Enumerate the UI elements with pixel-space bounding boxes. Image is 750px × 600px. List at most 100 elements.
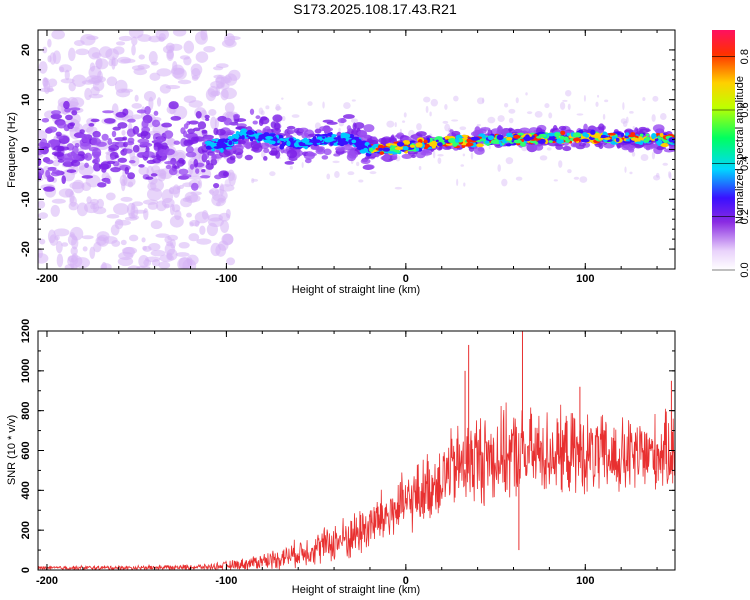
heatmap-cell [72, 179, 85, 194]
heatmap-cell [415, 143, 419, 146]
heatmap-cell [548, 140, 553, 144]
heatmap-cell [410, 144, 415, 148]
x-tick-label: 100 [576, 273, 594, 285]
heatmap-cell [43, 186, 56, 192]
heatmap-cell [86, 196, 92, 204]
y-tick-label: 400 [20, 481, 32, 499]
heatmap-cell [497, 125, 502, 134]
heatmap-cell [231, 138, 238, 142]
heatmap-cell [46, 85, 54, 93]
heatmap-cell [205, 88, 217, 102]
heatmap-cell [286, 149, 298, 159]
heatmap-cell [199, 175, 211, 179]
heatmap-cell [201, 129, 208, 134]
heatmap-cell [124, 166, 130, 175]
heatmap-cell [381, 136, 392, 143]
heatmap-cell [233, 113, 241, 120]
heatmap-cell [415, 147, 420, 152]
heatmap-cell [378, 147, 383, 151]
heatmap-cell [252, 120, 258, 125]
heatmap-cell [156, 68, 172, 77]
heatmap-cell [188, 233, 200, 242]
heatmap-cell [470, 152, 474, 160]
heatmap-cell [140, 131, 146, 140]
heatmap-cell [111, 103, 119, 116]
heatmap-cell [201, 168, 206, 173]
heatmap-cell [50, 110, 62, 115]
heatmap-cell [663, 139, 669, 144]
heatmap-cell [141, 237, 146, 243]
heatmap-cell [86, 35, 99, 41]
heatmap-cell [348, 139, 352, 144]
heatmap-cell [314, 122, 321, 130]
heatmap-cell [137, 34, 152, 42]
heatmap-cell [295, 139, 302, 143]
heatmap-cell [652, 95, 659, 102]
heatmap-cell [143, 151, 155, 158]
heatmap-cell [39, 238, 46, 245]
heatmap-cell [435, 139, 439, 143]
heatmap-cell [203, 45, 216, 53]
snr-xlabel: Height of straight line (km) [292, 584, 420, 596]
heatmap-cell [599, 134, 608, 139]
heatmap-cell [572, 132, 582, 138]
heatmap-cell [56, 120, 67, 129]
heatmap-cell [173, 105, 188, 120]
heatmap-cell [286, 125, 296, 130]
heatmap-cell [653, 174, 661, 181]
heatmap-cell [77, 151, 85, 157]
x-tick-label: 0 [403, 575, 409, 587]
heatmap-cell [346, 125, 352, 131]
heatmap-cell [144, 106, 151, 115]
heatmap-cell [50, 204, 60, 217]
heatmap-cell [326, 132, 333, 137]
heatmap-cell [131, 65, 145, 71]
heatmap-cell [403, 112, 407, 118]
heatmap-cell [470, 136, 480, 141]
heatmap-cell [61, 175, 66, 185]
heatmap-cell [460, 164, 465, 167]
heatmap-cell [127, 118, 136, 123]
heatmap-cell [174, 209, 182, 221]
heatmap-cell [307, 101, 313, 106]
heatmap-cell [508, 108, 516, 114]
heatmap-cell [312, 142, 316, 145]
heatmap-cell [559, 135, 565, 140]
heatmap-cell [90, 118, 100, 123]
y-tick-label: -10 [20, 191, 32, 207]
heatmap-cell [251, 144, 263, 153]
heatmap-cell [382, 147, 391, 152]
heatmap-cell [224, 102, 235, 114]
heatmap-cell [131, 44, 136, 56]
snr-plot-area [38, 331, 675, 570]
heatmap-cell [453, 95, 459, 102]
heatmap-cell [321, 127, 334, 132]
heatmap-cell [42, 46, 48, 54]
heatmap-cell [497, 115, 505, 123]
heatmap-cell [103, 118, 116, 124]
heatmap-cell [304, 158, 312, 164]
heatmap-cell [92, 147, 102, 157]
heatmap-cell [215, 128, 226, 136]
heatmap-cell [439, 136, 443, 139]
heatmap-cell [169, 203, 175, 216]
heatmap-cell [46, 126, 58, 133]
heatmap-cell [69, 195, 77, 207]
heatmap-cell [520, 141, 526, 147]
heatmap-cell [45, 169, 51, 178]
heatmap-cell [189, 222, 194, 227]
heatmap-cell [331, 134, 336, 138]
heatmap-cell [579, 176, 588, 183]
heatmap-cell [347, 171, 355, 176]
heatmap-cell [643, 139, 650, 143]
heatmap-cell [420, 151, 433, 156]
heatmap-cell [506, 136, 513, 141]
heatmap-cell [141, 119, 149, 129]
heatmap-cell [505, 157, 514, 165]
heatmap-cell [279, 138, 288, 142]
heatmap-cell [322, 101, 325, 109]
heatmap-cell [534, 110, 543, 118]
heatmap-cell [631, 151, 636, 157]
